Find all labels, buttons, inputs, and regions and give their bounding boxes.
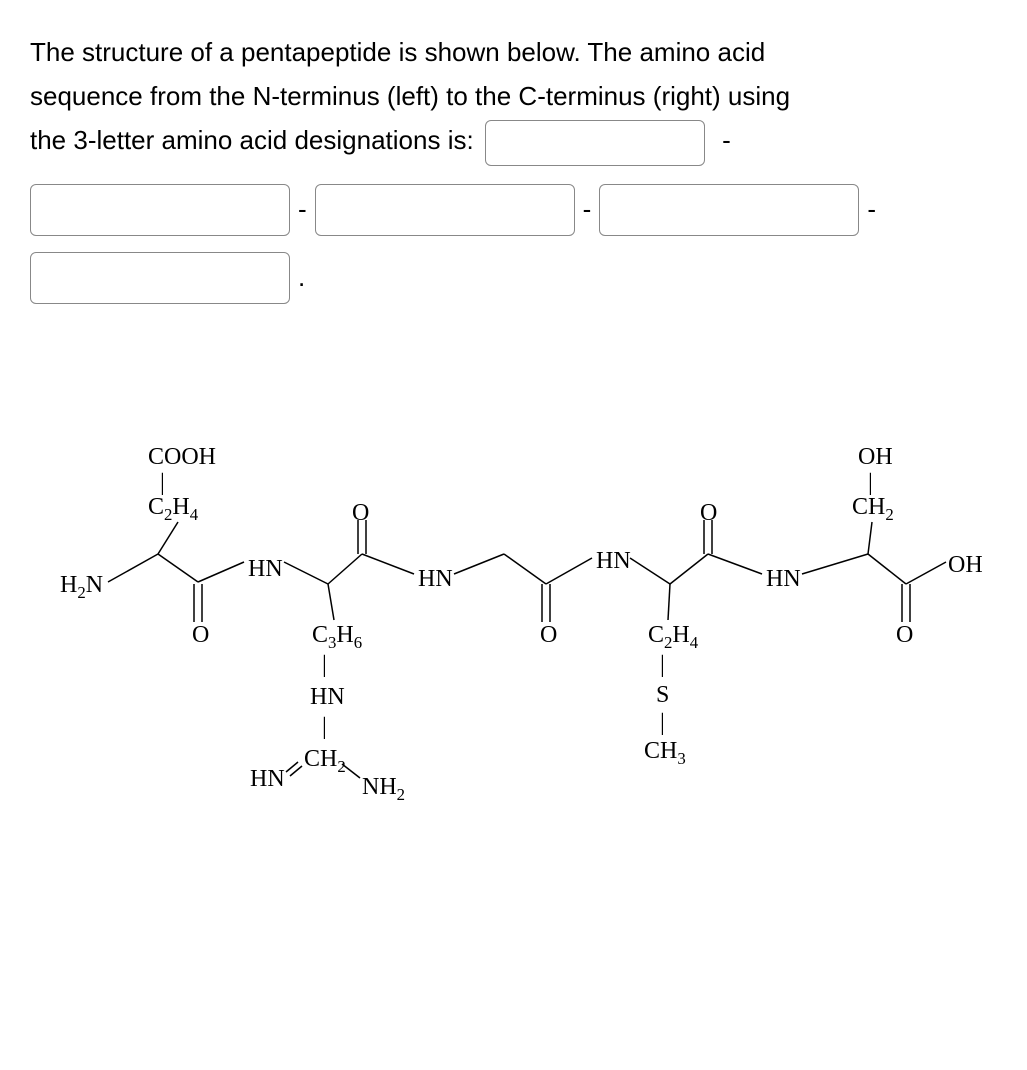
chem-label-c3h6: C3H6 (312, 622, 362, 653)
chem-label-ch3: CH3 (644, 738, 686, 769)
separator-4: - (861, 194, 882, 225)
chem-label-o4top: O (700, 500, 717, 527)
chem-label-cooh: COOH (148, 444, 216, 471)
chem-label-h2n: H2N (60, 572, 103, 603)
chem-label-c2h4a: C2H4 (148, 494, 198, 525)
chem-label-hnbot: HN (250, 766, 285, 793)
separator-1: - (716, 125, 737, 155)
chem-label-oh2: OH (948, 552, 983, 579)
chem-label-hnmid1: HN (310, 684, 345, 711)
chem-label-o5: O (896, 622, 913, 649)
chem-label-hn3: HN (596, 548, 631, 575)
chem-label-o2top: O (352, 500, 369, 527)
question-line-1: The structure of a pentapeptide is shown… (30, 37, 765, 67)
separator-2: - (292, 194, 313, 225)
chem-label-bar5: | (660, 710, 665, 737)
answer-input-5[interactable] (30, 252, 290, 304)
peptide-structure-diagram: COOH|C2H4H2NOHNOC3H6HN||CH2HNNH2HNOHNOC2… (30, 434, 990, 854)
answer-input-4[interactable] (599, 184, 859, 236)
chem-label-oh1: OH (858, 444, 893, 471)
chem-label-c2h4b: C2H4 (648, 622, 698, 653)
chem-label-nh2: NH2 (362, 774, 405, 805)
answer-input-2[interactable] (30, 184, 290, 236)
answer-input-3[interactable] (315, 184, 575, 236)
chem-label-bar1: | (160, 470, 165, 497)
chem-label-bar2: | (322, 652, 327, 679)
chem-label-hn2: HN (418, 566, 453, 593)
chem-label-bar6: | (868, 470, 873, 497)
answer-input-1[interactable] (485, 120, 705, 166)
chem-label-hn1: HN (248, 556, 283, 583)
chem-label-bar3: | (322, 714, 327, 741)
sentence-period: . (290, 262, 305, 293)
question-line-2: sequence from the N-terminus (left) to t… (30, 81, 790, 111)
chem-label-ch2a: CH2 (304, 746, 346, 777)
chem-label-o1: O (192, 622, 209, 649)
chem-label-bar4: | (660, 652, 665, 679)
question-line-3: the 3-letter amino acid designations is: (30, 125, 474, 155)
separator-3: - (577, 194, 598, 225)
chem-label-ch2b: CH2 (852, 494, 894, 525)
chem-label-o3: O (540, 622, 557, 649)
chem-label-s: S (656, 682, 669, 709)
chem-label-hn4: HN (766, 566, 801, 593)
